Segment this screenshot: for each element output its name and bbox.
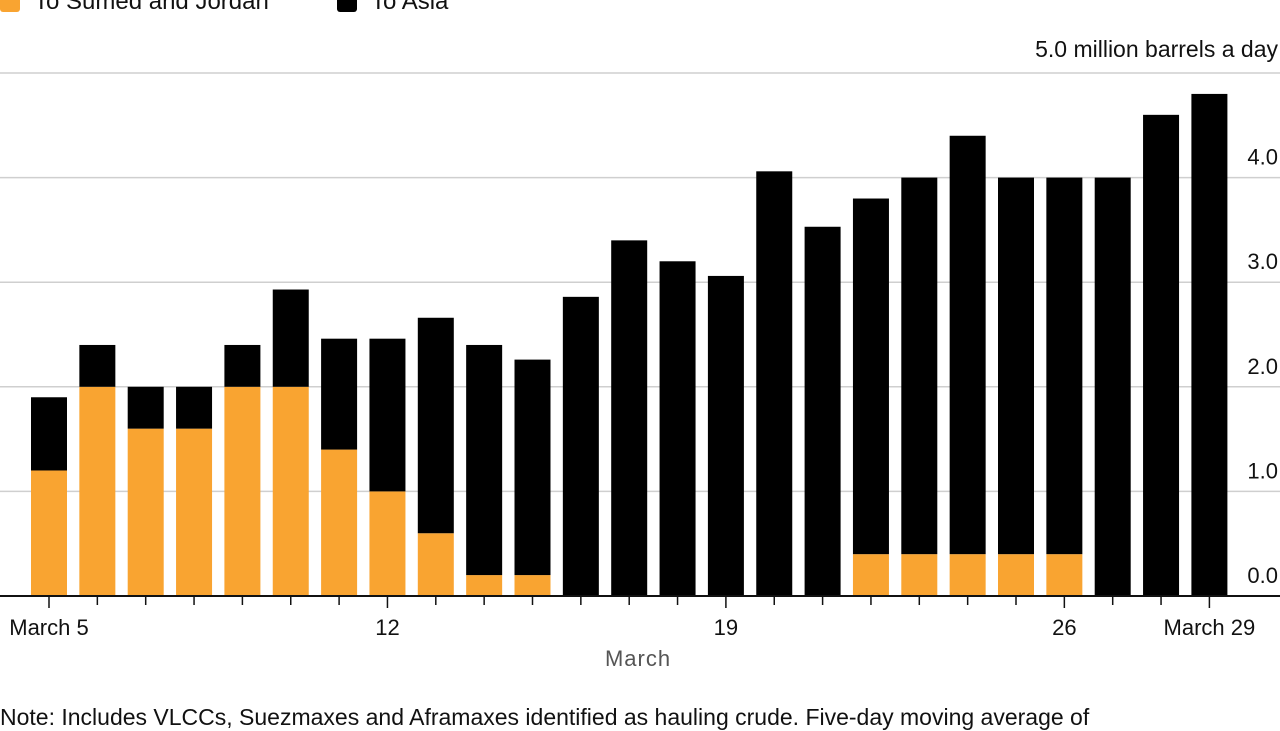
bar-segment-sumed-jordan bbox=[901, 554, 938, 596]
bar-segment-asia bbox=[127, 386, 164, 429]
legend-label-sumed-jordan: To Sumed and Jordan bbox=[34, 0, 269, 15]
bar-segment-sumed-jordan bbox=[224, 386, 261, 596]
x-tick-label: March 5 bbox=[9, 615, 88, 640]
bar-segment-asia bbox=[804, 226, 841, 596]
legend-swatch-black bbox=[337, 0, 357, 12]
x-axis-title: March bbox=[605, 646, 671, 671]
bar-segment-asia bbox=[466, 344, 503, 576]
bar-segment-asia bbox=[1046, 177, 1083, 555]
bar-segment-sumed-jordan bbox=[79, 386, 116, 596]
y-tick-label: 4.0 bbox=[1247, 145, 1278, 170]
x-tick-label: 12 bbox=[375, 615, 399, 640]
bar-segment-asia bbox=[659, 261, 696, 596]
bar-segment-asia bbox=[901, 177, 938, 555]
bar-segment-asia bbox=[79, 344, 116, 387]
bar-segment-asia bbox=[707, 275, 744, 596]
y-tick-label: 0.0 bbox=[1247, 563, 1278, 588]
bar-segment-asia bbox=[321, 338, 358, 450]
bar-segment-sumed-jordan bbox=[949, 554, 986, 596]
bar-segment-sumed-jordan bbox=[417, 533, 454, 596]
x-tick-label: 19 bbox=[714, 615, 738, 640]
bar-segment-sumed-jordan bbox=[127, 428, 164, 596]
bar-segment-asia bbox=[756, 171, 793, 596]
bar-segment-sumed-jordan bbox=[31, 470, 67, 596]
bar-segment-sumed-jordan bbox=[466, 575, 503, 596]
legend-label-asia: To Asia bbox=[371, 0, 449, 15]
bar-segment-sumed-jordan bbox=[998, 554, 1034, 596]
legend-item-sumed-jordan: To Sumed and Jordan bbox=[0, 0, 269, 16]
x-tick-label: 26 bbox=[1052, 615, 1076, 640]
legend-swatch-orange bbox=[0, 0, 20, 12]
bar-segment-asia bbox=[1094, 177, 1131, 596]
chart-note: Note: Includes VLCCs, Suezmaxes and Afra… bbox=[0, 704, 1090, 730]
bar-segment-sumed-jordan bbox=[852, 554, 889, 596]
bar-segment-sumed-jordan bbox=[272, 386, 309, 596]
bar-segment-sumed-jordan bbox=[1046, 554, 1083, 596]
bar-segment-asia bbox=[852, 198, 889, 555]
bar-segment-asia bbox=[1143, 114, 1180, 596]
y-axis-unit-label: 5.0 million barrels a day bbox=[1035, 36, 1278, 62]
bar-segment-asia bbox=[562, 296, 599, 596]
bar-segment-asia bbox=[31, 397, 67, 471]
bar-segment-asia bbox=[1191, 93, 1228, 597]
bar-segment-asia bbox=[514, 359, 551, 576]
bar-segment-sumed-jordan bbox=[514, 575, 551, 596]
bar-segment-asia bbox=[272, 289, 309, 387]
bar-segment-asia bbox=[611, 240, 648, 597]
bar-segment-asia bbox=[369, 338, 406, 492]
bar-segment-sumed-jordan bbox=[369, 491, 406, 596]
bar-segment-asia bbox=[224, 344, 261, 387]
bar-segment-asia bbox=[176, 386, 213, 429]
bar-segment-sumed-jordan bbox=[176, 428, 213, 596]
y-tick-label: 3.0 bbox=[1247, 249, 1278, 274]
y-tick-label: 2.0 bbox=[1247, 354, 1278, 379]
bar-segment-asia bbox=[949, 135, 986, 555]
legend-item-asia: To Asia bbox=[337, 0, 448, 16]
bar-segment-sumed-jordan bbox=[321, 449, 358, 596]
x-tick-label: March 29 bbox=[1164, 615, 1256, 640]
bar-segment-asia bbox=[998, 177, 1034, 555]
y-tick-label: 1.0 bbox=[1247, 458, 1278, 483]
bar-segment-asia bbox=[417, 317, 454, 534]
